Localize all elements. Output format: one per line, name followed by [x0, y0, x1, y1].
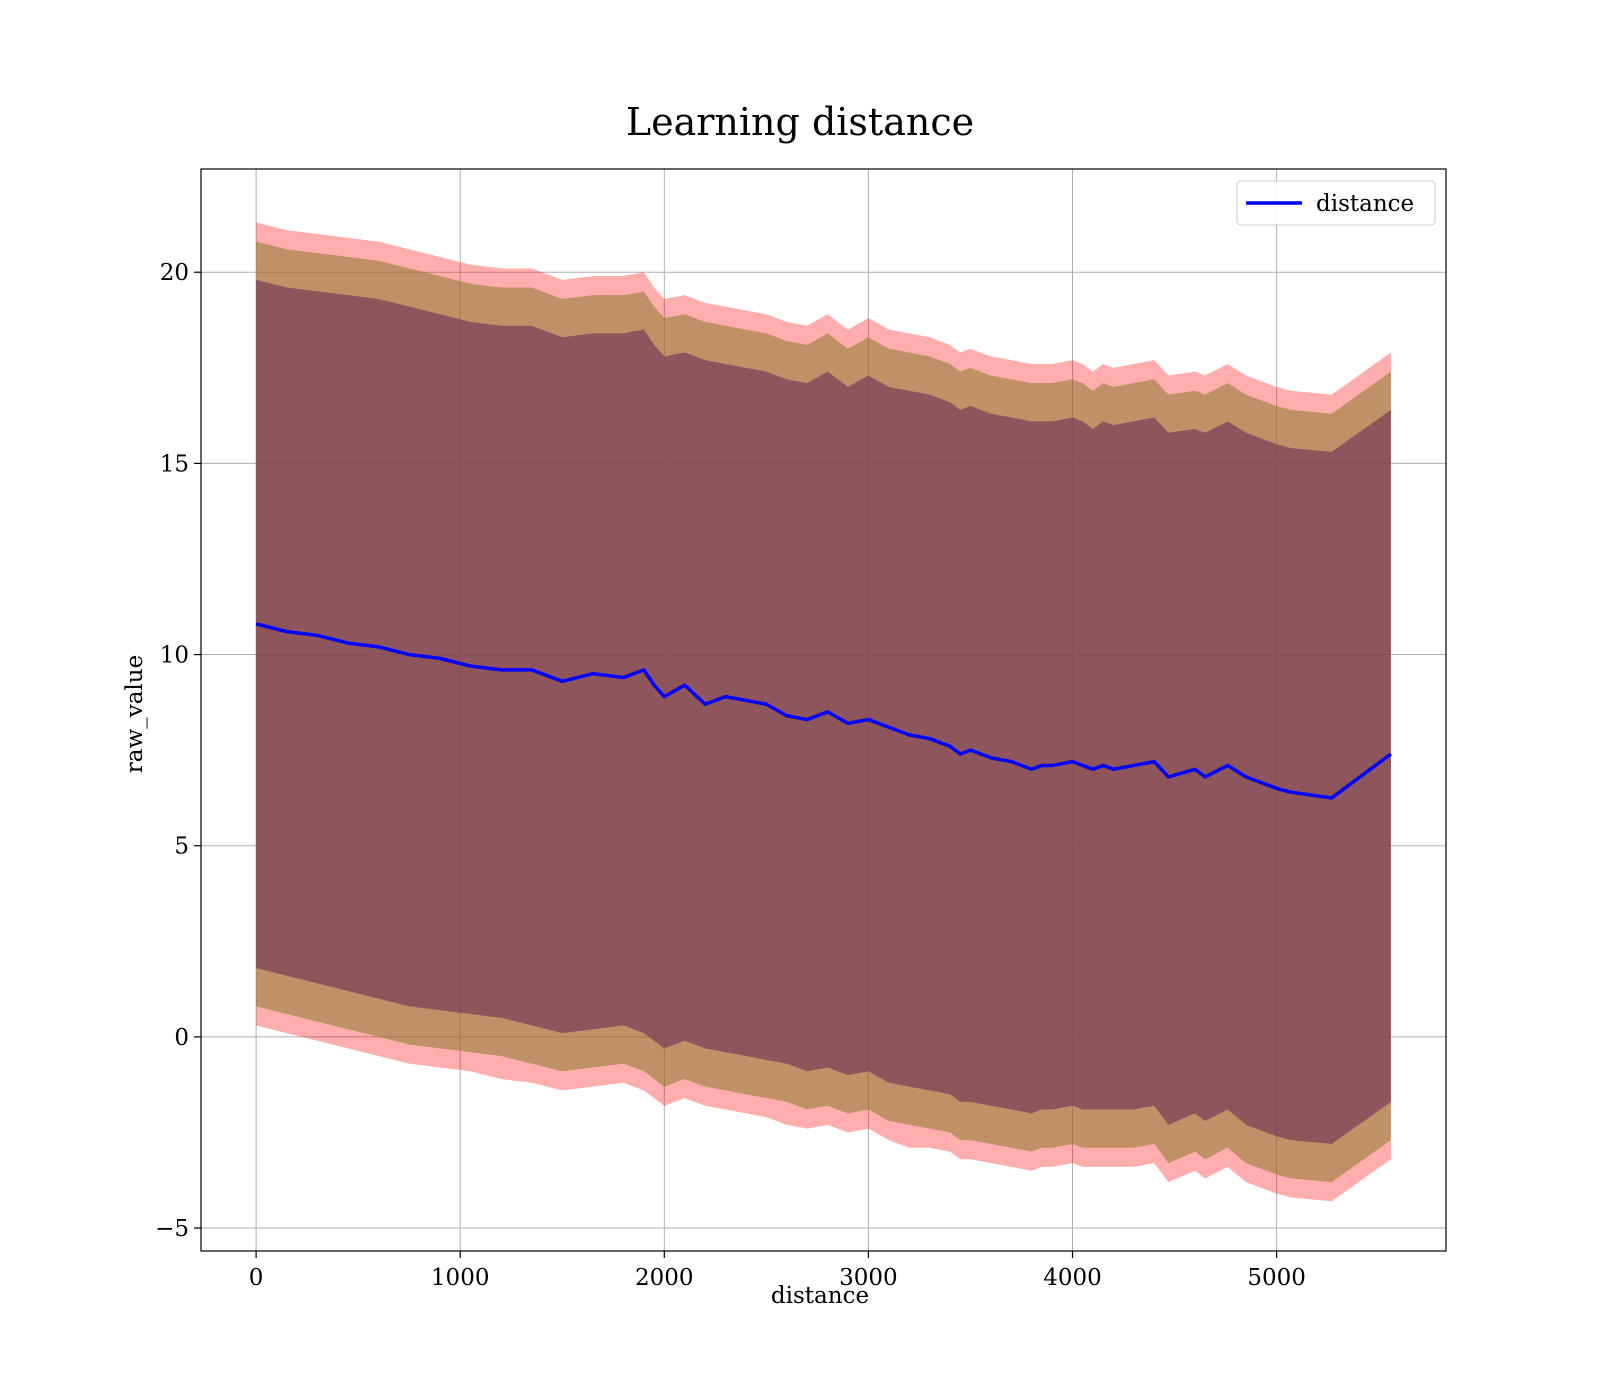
- y-tick-label: 20: [160, 260, 189, 286]
- legend-label-distance: distance: [1316, 191, 1414, 217]
- y-tick-label: 10: [160, 643, 189, 669]
- plot-frame: [200, 168, 1447, 1252]
- x-tick-label: 1000: [431, 1265, 490, 1291]
- legend: distance: [1236, 180, 1436, 226]
- y-tick-label: −5: [155, 1216, 189, 1242]
- x-tick-label: 0: [249, 1265, 264, 1291]
- x-tick-label: 4000: [1043, 1265, 1102, 1291]
- y-tick-label: 5: [174, 834, 189, 860]
- y-tick-label: 15: [160, 451, 189, 477]
- series-line-distance: [255, 622, 1392, 800]
- x-tick-label: 3000: [839, 1265, 898, 1291]
- x-axis-label: distance: [770, 1283, 870, 1309]
- y-axis-label: raw_value: [122, 654, 148, 774]
- chart-title: Learning distance: [625, 100, 975, 144]
- series-lines: [255, 622, 1392, 800]
- x-tick-label: 2000: [635, 1265, 694, 1291]
- y-tick-label: 0: [174, 1025, 189, 1051]
- axis-ticks: 0 1000 2000 3000 4000 5000 −5 0 5 10 15 20: [155, 260, 1306, 1291]
- legend-box: [1236, 180, 1436, 226]
- x-tick-label: 5000: [1247, 1265, 1306, 1291]
